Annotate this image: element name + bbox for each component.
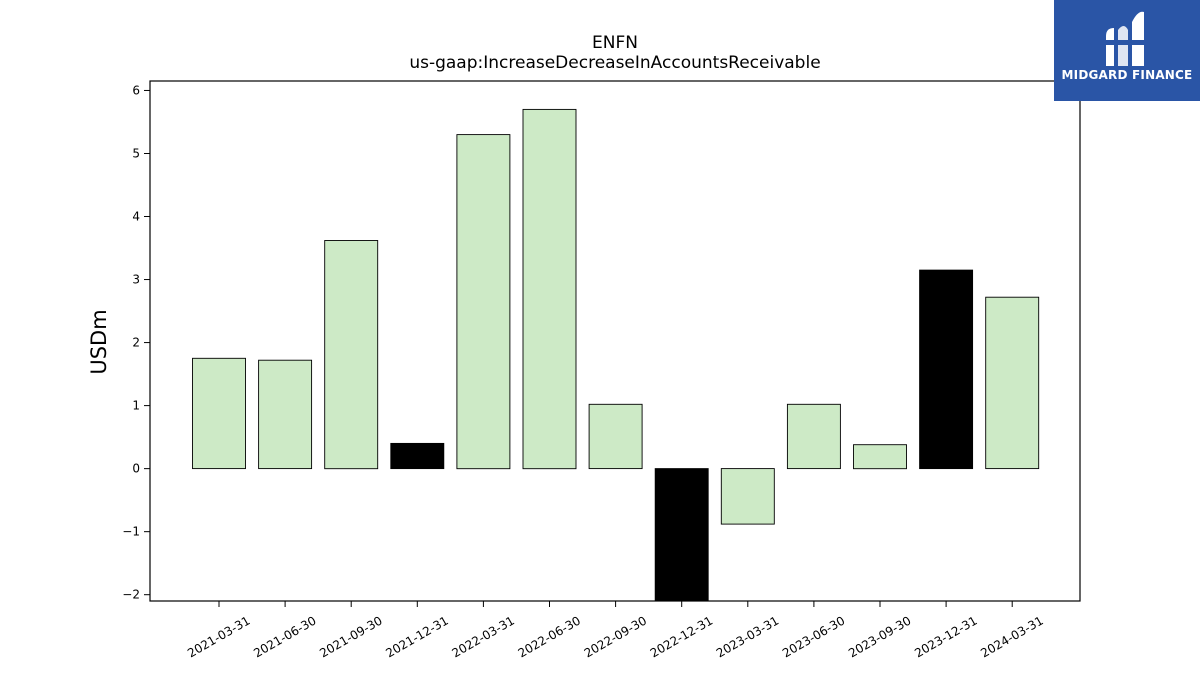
- chart-subtitle: us-gaap:IncreaseDecreaseInAccountsReceiv…: [409, 53, 820, 73]
- x-tick-label: 2022-06-30: [516, 613, 583, 660]
- x-tick-label: 2021-09-30: [317, 613, 384, 660]
- y-tick-label: −2: [122, 588, 140, 602]
- bar-2021-03-31: [192, 357, 246, 470]
- bar-2022-12-31: [654, 468, 709, 602]
- x-tick-label: 2023-12-31: [912, 613, 979, 660]
- x-tick-label: 2022-12-31: [648, 613, 715, 660]
- x-tick-label: 2021-12-31: [383, 613, 450, 660]
- y-tick-label: −1: [122, 525, 140, 539]
- x-axis: 2021-03-312021-06-302021-09-302021-12-31…: [185, 601, 1046, 660]
- brand-mark-icon: [1104, 11, 1146, 66]
- y-tick-label: 4: [132, 210, 140, 224]
- y-tick-label: 1: [132, 399, 140, 413]
- bar-2023-09-30: [853, 444, 907, 470]
- y-tick-label: 6: [132, 83, 140, 97]
- y-tick-label: 5: [132, 146, 140, 160]
- x-tick-label: 2021-06-30: [251, 613, 318, 660]
- x-tick-label: 2024-03-31: [978, 613, 1045, 660]
- bar-2023-06-30: [786, 403, 841, 470]
- plot-frame: [149, 80, 1081, 602]
- x-tick-label: 2023-09-30: [846, 613, 913, 660]
- bar-2021-09-30: [324, 240, 379, 470]
- x-tick-label: 2022-09-30: [582, 613, 649, 660]
- bar-2023-03-31: [720, 468, 775, 525]
- bar-2022-06-30: [522, 108, 577, 470]
- bar-2022-03-31: [456, 134, 511, 470]
- y-tick-label: 0: [132, 462, 140, 476]
- chart-title: ENFN: [592, 33, 638, 53]
- x-tick-label: 2023-06-30: [780, 613, 847, 660]
- x-tick-label: 2021-03-31: [185, 613, 252, 660]
- bar-2021-12-31: [390, 442, 445, 470]
- x-tick-label: 2022-03-31: [449, 613, 516, 660]
- y-axis: −2 −1 0 1 2 3 4 5 6: [122, 83, 150, 602]
- bar-2022-09-30: [588, 403, 643, 470]
- bar-2023-12-31: [919, 269, 974, 470]
- bar-2024-03-31: [985, 296, 1040, 470]
- y-axis-label: USDm: [87, 309, 111, 374]
- brand-name: MIDGARD FINANCE: [1061, 68, 1193, 82]
- bar-2021-06-30: [258, 359, 313, 470]
- x-tick-label: 2023-03-31: [714, 613, 781, 660]
- bars-group: [192, 108, 1040, 602]
- brand-logo: MIDGARD FINANCE: [1054, 0, 1200, 101]
- y-tick-label: 3: [132, 273, 140, 287]
- y-tick-label: 2: [132, 336, 140, 350]
